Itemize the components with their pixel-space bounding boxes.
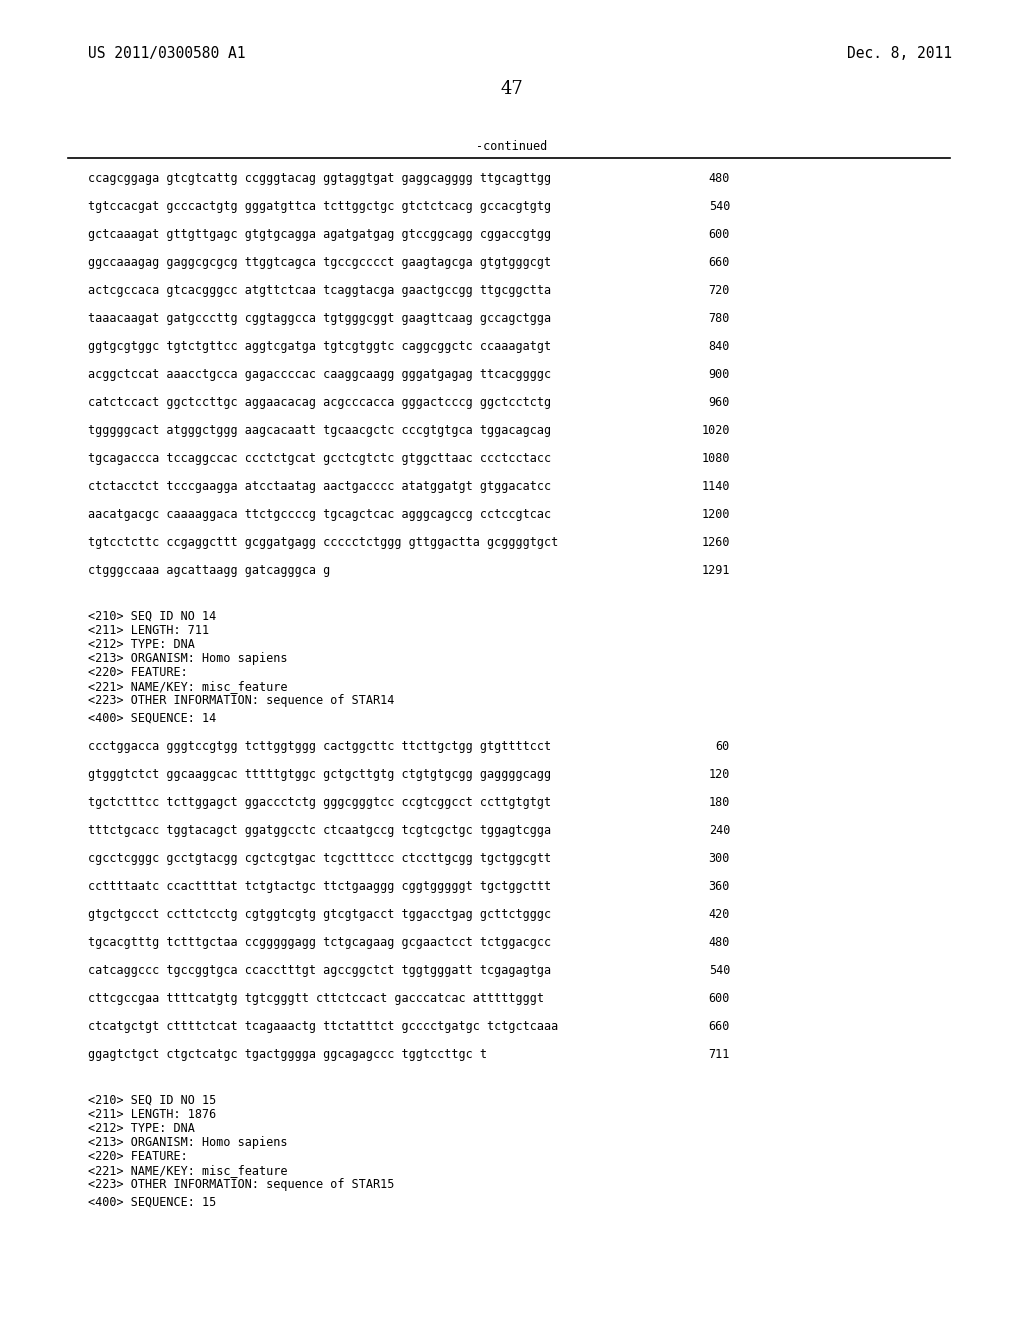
Text: 360: 360 (709, 880, 730, 894)
Text: gtgctgccct ccttctcctg cgtggtcgtg gtcgtgacct tggacctgag gcttctgggc: gtgctgccct ccttctcctg cgtggtcgtg gtcgtga… (88, 908, 551, 921)
Text: 900: 900 (709, 368, 730, 381)
Text: <210> SEQ ID NO 14: <210> SEQ ID NO 14 (88, 610, 216, 623)
Text: ctgggccaaa agcattaagg gatcagggca g: ctgggccaaa agcattaagg gatcagggca g (88, 564, 331, 577)
Text: cttcgccgaa ttttcatgtg tgtcgggtt cttctccact gacccatcac atttttgggt: cttcgccgaa ttttcatgtg tgtcgggtt cttctcca… (88, 993, 544, 1005)
Text: 480: 480 (709, 936, 730, 949)
Text: acggctccat aaacctgcca gagaccccac caaggcaagg gggatgagag ttcacggggc: acggctccat aaacctgcca gagaccccac caaggca… (88, 368, 551, 381)
Text: ggagtctgct ctgctcatgc tgactgggga ggcagagccc tggtccttgc t: ggagtctgct ctgctcatgc tgactgggga ggcagag… (88, 1048, 487, 1061)
Text: tgctctttcc tcttggagct ggaccctctg gggcgggtcc ccgtcggcct ccttgtgtgt: tgctctttcc tcttggagct ggaccctctg gggcggg… (88, 796, 551, 809)
Text: 660: 660 (709, 1020, 730, 1034)
Text: 540: 540 (709, 201, 730, 213)
Text: 120: 120 (709, 768, 730, 781)
Text: 480: 480 (709, 172, 730, 185)
Text: ccagcggaga gtcgtcattg ccgggtacag ggtaggtgat gaggcagggg ttgcagttgg: ccagcggaga gtcgtcattg ccgggtacag ggtaggt… (88, 172, 551, 185)
Text: cgcctcgggc gcctgtacgg cgctcgtgac tcgctttccc ctccttgcgg tgctggcgtt: cgcctcgggc gcctgtacgg cgctcgtgac tcgcttt… (88, 851, 551, 865)
Text: <221> NAME/KEY: misc_feature: <221> NAME/KEY: misc_feature (88, 1164, 288, 1177)
Text: 600: 600 (709, 993, 730, 1005)
Text: ggccaaagag gaggcgcgcg ttggtcagca tgccgcccct gaagtagcga gtgtgggcgt: ggccaaagag gaggcgcgcg ttggtcagca tgccgcc… (88, 256, 551, 269)
Text: ccttttaatc ccacttttat tctgtactgc ttctgaaggg cggtgggggt tgctggcttt: ccttttaatc ccacttttat tctgtactgc ttctgaa… (88, 880, 551, 894)
Text: 1140: 1140 (701, 480, 730, 492)
Text: 240: 240 (709, 824, 730, 837)
Text: 720: 720 (709, 284, 730, 297)
Text: 1260: 1260 (701, 536, 730, 549)
Text: tgtccacgat gcccactgtg gggatgttca tcttggctgc gtctctcacg gccacgtgtg: tgtccacgat gcccactgtg gggatgttca tcttggc… (88, 201, 551, 213)
Text: 1080: 1080 (701, 451, 730, 465)
Text: <400> SEQUENCE: 15: <400> SEQUENCE: 15 (88, 1196, 216, 1209)
Text: aacatgacgc caaaaggaca ttctgccccg tgcagctcac agggcagccg cctccgtcac: aacatgacgc caaaaggaca ttctgccccg tgcagct… (88, 508, 551, 521)
Text: 1291: 1291 (701, 564, 730, 577)
Text: <212> TYPE: DNA: <212> TYPE: DNA (88, 638, 195, 651)
Text: 420: 420 (709, 908, 730, 921)
Text: 1020: 1020 (701, 424, 730, 437)
Text: 960: 960 (709, 396, 730, 409)
Text: <221> NAME/KEY: misc_feature: <221> NAME/KEY: misc_feature (88, 680, 288, 693)
Text: 711: 711 (709, 1048, 730, 1061)
Text: gtgggtctct ggcaaggcac tttttgtggc gctgcttgtg ctgtgtgcgg gaggggcagg: gtgggtctct ggcaaggcac tttttgtggc gctgctt… (88, 768, 551, 781)
Text: ctcatgctgt cttttctcat tcagaaactg ttctatttct gcccctgatgc tctgctcaaa: ctcatgctgt cttttctcat tcagaaactg ttctatt… (88, 1020, 558, 1034)
Text: 780: 780 (709, 312, 730, 325)
Text: <223> OTHER INFORMATION: sequence of STAR14: <223> OTHER INFORMATION: sequence of STA… (88, 694, 394, 708)
Text: ctctacctct tcccgaagga atcctaatag aactgacccc atatggatgt gtggacatcc: ctctacctct tcccgaagga atcctaatag aactgac… (88, 480, 551, 492)
Text: 660: 660 (709, 256, 730, 269)
Text: <210> SEQ ID NO 15: <210> SEQ ID NO 15 (88, 1094, 216, 1107)
Text: 300: 300 (709, 851, 730, 865)
Text: catctccact ggctccttgc aggaacacag acgcccacca gggactcccg ggctcctctg: catctccact ggctccttgc aggaacacag acgccca… (88, 396, 551, 409)
Text: ggtgcgtggc tgtctgttcc aggtcgatga tgtcgtggtc caggcggctc ccaaagatgt: ggtgcgtggc tgtctgttcc aggtcgatga tgtcgtg… (88, 341, 551, 352)
Text: 540: 540 (709, 964, 730, 977)
Text: Dec. 8, 2011: Dec. 8, 2011 (847, 46, 952, 61)
Text: <400> SEQUENCE: 14: <400> SEQUENCE: 14 (88, 711, 216, 725)
Text: 840: 840 (709, 341, 730, 352)
Text: gctcaaagat gttgttgagc gtgtgcagga agatgatgag gtccggcagg cggaccgtgg: gctcaaagat gttgttgagc gtgtgcagga agatgat… (88, 228, 551, 242)
Text: 60: 60 (716, 741, 730, 752)
Text: ccctggacca gggtccgtgg tcttggtggg cactggcttc ttcttgctgg gtgttttcct: ccctggacca gggtccgtgg tcttggtggg cactggc… (88, 741, 551, 752)
Text: <220> FEATURE:: <220> FEATURE: (88, 1150, 187, 1163)
Text: actcgccaca gtcacgggcc atgttctcaa tcaggtacga gaactgccgg ttgcggctta: actcgccaca gtcacgggcc atgttctcaa tcaggta… (88, 284, 551, 297)
Text: taaacaagat gatgcccttg cggtaggcca tgtgggcggt gaagttcaag gccagctgga: taaacaagat gatgcccttg cggtaggcca tgtgggc… (88, 312, 551, 325)
Text: tgtcctcttc ccgaggcttt gcggatgagg ccccctctggg gttggactta gcggggtgct: tgtcctcttc ccgaggcttt gcggatgagg ccccctc… (88, 536, 558, 549)
Text: tgcacgtttg tctttgctaa ccgggggagg tctgcagaag gcgaactcct tctggacgcc: tgcacgtttg tctttgctaa ccgggggagg tctgcag… (88, 936, 551, 949)
Text: tttctgcacc tggtacagct ggatggcctc ctcaatgccg tcgtcgctgc tggagtcgga: tttctgcacc tggtacagct ggatggcctc ctcaatg… (88, 824, 551, 837)
Text: <213> ORGANISM: Homo sapiens: <213> ORGANISM: Homo sapiens (88, 1137, 288, 1148)
Text: 600: 600 (709, 228, 730, 242)
Text: <211> LENGTH: 711: <211> LENGTH: 711 (88, 624, 209, 638)
Text: catcaggccc tgccggtgca ccacctttgt agccggctct tggtgggatt tcgagagtga: catcaggccc tgccggtgca ccacctttgt agccggc… (88, 964, 551, 977)
Text: 47: 47 (501, 81, 523, 98)
Text: tgcagaccca tccaggccac ccctctgcat gcctcgtctc gtggcttaac ccctcctacc: tgcagaccca tccaggccac ccctctgcat gcctcgt… (88, 451, 551, 465)
Text: <220> FEATURE:: <220> FEATURE: (88, 667, 187, 678)
Text: <211> LENGTH: 1876: <211> LENGTH: 1876 (88, 1107, 216, 1121)
Text: <212> TYPE: DNA: <212> TYPE: DNA (88, 1122, 195, 1135)
Text: tgggggcact atgggctggg aagcacaatt tgcaacgctc cccgtgtgca tggacagcag: tgggggcact atgggctggg aagcacaatt tgcaacg… (88, 424, 551, 437)
Text: <213> ORGANISM: Homo sapiens: <213> ORGANISM: Homo sapiens (88, 652, 288, 665)
Text: -continued: -continued (476, 140, 548, 153)
Text: 1200: 1200 (701, 508, 730, 521)
Text: 180: 180 (709, 796, 730, 809)
Text: US 2011/0300580 A1: US 2011/0300580 A1 (88, 46, 246, 61)
Text: <223> OTHER INFORMATION: sequence of STAR15: <223> OTHER INFORMATION: sequence of STA… (88, 1177, 394, 1191)
